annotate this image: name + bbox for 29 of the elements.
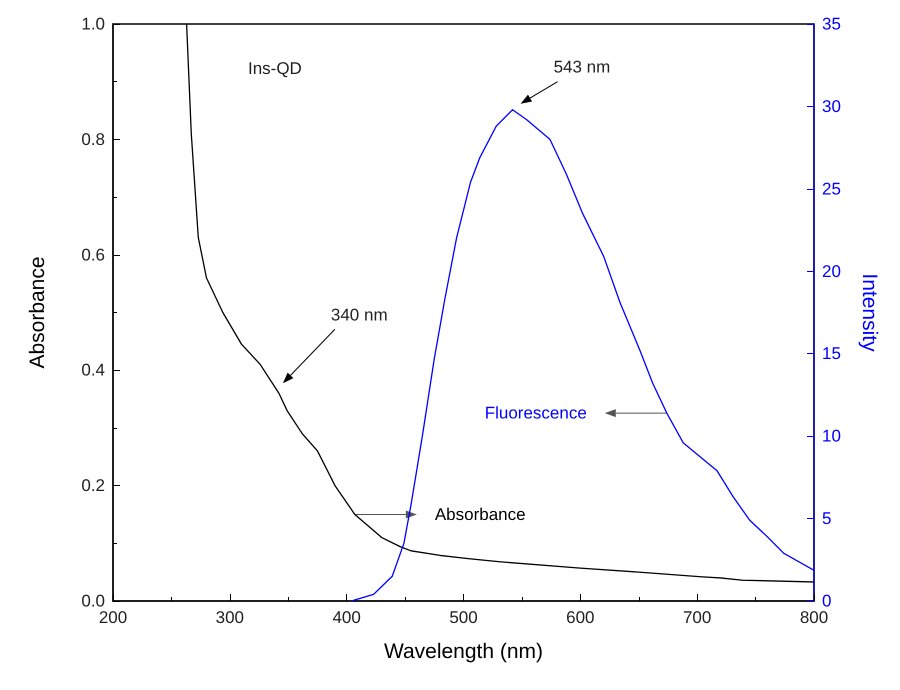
y2-tick-label: 25 [822,179,841,198]
y-tick-label: 0.8 [81,130,105,149]
y2-tick-label: 30 [822,96,841,116]
y2-tick-label: 5 [822,509,832,528]
x-tick-label: 400 [332,608,361,627]
text: Fluorescence [484,404,587,423]
x-tick-label: 600 [566,608,595,627]
annotation: 340 nm [330,305,388,324]
annotation: Ins-QD [248,59,302,78]
y-tick-label: 1.0 [81,14,105,34]
y2-tick-label: 35 [822,14,841,34]
y-axis-title: Absorbance [26,256,49,369]
y-tick-label: 0.0 [81,592,105,610]
y2-tick-label: 15 [822,344,841,364]
x-tick-label: 800 [800,608,828,627]
x-tick-label: 700 [682,608,712,627]
y2-tick-label: 10 [822,426,841,446]
y2-tick-label: 20 [822,262,841,281]
y2-tick-label: 0 [822,592,832,610]
x-axis-title: Wavelength (nm) [384,640,544,663]
x-tick-label: 500 [449,608,478,627]
annotation: 543 nm [554,58,610,77]
y-tick-label: 0.4 [81,360,105,380]
y-tick-label: 0.6 [81,245,105,264]
x-tick-label: 300 [216,608,244,627]
x-tick-label: 200 [98,608,128,627]
y-tick-label: 0.2 [81,476,105,496]
series-label: Absorbance [434,504,526,524]
y2-axis-title: Intensity [858,273,881,352]
